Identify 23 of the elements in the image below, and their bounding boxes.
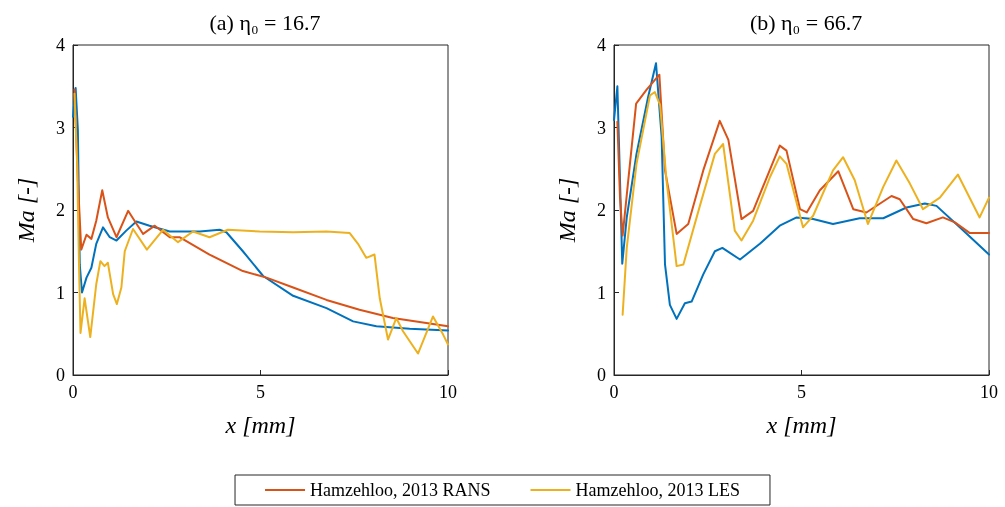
line-series bbox=[616, 73, 990, 237]
x-tick-label: 10 bbox=[439, 382, 457, 402]
x-tick-label: 5 bbox=[797, 382, 806, 402]
y-tick-label: 2 bbox=[56, 200, 65, 220]
y-tick-label: 3 bbox=[56, 117, 65, 138]
legend-label: Hamzehloo, 2013 LES bbox=[575, 480, 740, 500]
y-axis-title: Ma [-] bbox=[554, 177, 580, 244]
y-tick-label: 4 bbox=[597, 35, 606, 55]
x-tick-label: 10 bbox=[980, 382, 998, 402]
y-tick-label: 2 bbox=[597, 200, 606, 220]
y-tick-label: 1 bbox=[597, 282, 606, 303]
y-axis-title: Ma [-] bbox=[13, 177, 39, 244]
x-axis-title: x [mm] bbox=[765, 412, 837, 438]
chart-title: (a) η₀ = 16.7 bbox=[209, 9, 321, 35]
legend-label: Hamzehloo, 2013 RANS bbox=[310, 480, 491, 500]
chart-title: (b) η₀ = 66.7 bbox=[749, 9, 863, 35]
y-tick-label: 0 bbox=[597, 365, 606, 385]
y-tick-label: 3 bbox=[597, 117, 606, 138]
y-tick-label: 4 bbox=[56, 35, 65, 55]
x-axis-title: x [mm] bbox=[224, 412, 296, 438]
y-tick-label: 0 bbox=[56, 365, 65, 385]
x-tick-label: 5 bbox=[256, 382, 265, 402]
y-tick-label: 1 bbox=[56, 282, 65, 303]
